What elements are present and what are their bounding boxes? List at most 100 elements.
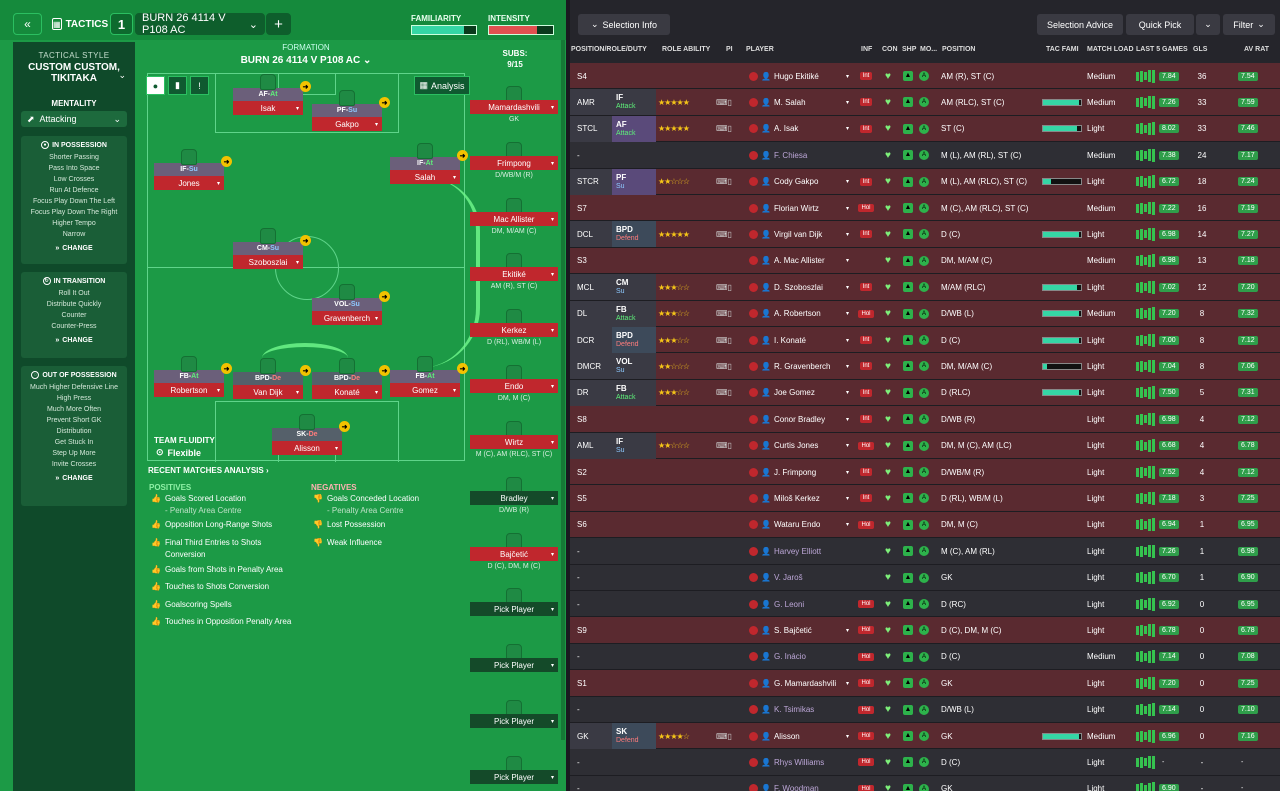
formation-slot[interactable]: BPD - De Van Dijk ▾ ➜ <box>233 358 311 399</box>
formation-slot[interactable]: FB - At Gomez ▾ ➜ <box>390 356 468 397</box>
slot-player-name[interactable]: Alisson ▾ <box>272 441 342 455</box>
quick-pick-dropdown[interactable]: ⌄ <box>1196 14 1220 35</box>
role-cell[interactable]: FB Attack <box>612 300 656 327</box>
role-cell[interactable]: IF Attack <box>612 89 656 116</box>
player-instructions-button[interactable]: ⌨▯ <box>716 361 732 371</box>
table-row[interactable]: - 👤 K. Tsimikas Hol ♥ ▲ A D/WB (L) Light 7.14 0 7.1… <box>570 696 1280 723</box>
formation-slot[interactable]: FB - At Robertson ▾ ➜ <box>154 356 232 397</box>
sub-card[interactable]: Bradley ▾ D/WB (R) <box>470 477 558 514</box>
header-match-load[interactable]: MATCH LOAD <box>1087 46 1134 53</box>
collapse-button[interactable]: « <box>13 13 42 35</box>
player-cell[interactable]: 👤 V. Jaroš <box>749 565 849 591</box>
player-cell[interactable]: 👤 F. Chiesa <box>749 142 849 168</box>
sub-name[interactable]: Mamardashvili ▾ <box>470 100 558 114</box>
role-cell[interactable]: IF Su <box>612 432 656 459</box>
player-cell[interactable]: 👤 Cody Gakpo ▾ <box>749 169 849 195</box>
sub-name[interactable]: Pick Player ▾ <box>470 714 558 728</box>
role-cell[interactable] <box>612 485 656 511</box>
table-row[interactable]: S1 👤 G. Mamardashvili ▾ Hol ♥ ▲ A GK Light 7.20 0 7.… <box>570 670 1280 697</box>
player-cell[interactable]: 👤 F. Woodman <box>749 776 849 791</box>
out-of-possession-change-button[interactable]: » CHANGE <box>21 475 127 482</box>
player-cell[interactable]: 👤 Curtis Jones ▾ <box>749 433 849 459</box>
player-cell[interactable]: 👤 Rhys Williams <box>749 749 849 775</box>
sub-card[interactable]: Pick Player ▾ <box>470 644 558 674</box>
sub-name[interactable]: Wirtz ▾ <box>470 435 558 449</box>
player-instructions-button[interactable]: ⌨▯ <box>716 731 732 741</box>
player-cell[interactable]: 👤 Hugo Ekitiké ▾ <box>749 63 849 89</box>
header-gls[interactable]: GLS <box>1193 46 1208 53</box>
player-cell[interactable]: 👤 Virgil van Dijk ▾ <box>749 221 849 247</box>
table-row[interactable]: S7 👤 Florian Wirtz ▾ Hol ♥ ▲ A M (C), AM (RLC), … <box>570 195 1280 222</box>
player-view-button[interactable]: ● <box>146 76 165 95</box>
table-row[interactable]: MCL CM Su ★★★☆☆ ⌨▯ 👤 D. Szoboszlai ▾ Int ♥ ▲ A M/AM … <box>570 274 1280 301</box>
formation-slot[interactable]: AF - At Isak ▾ ➜ <box>233 74 311 115</box>
selection-info-button[interactable]: ⌄ Selection Info <box>578 14 670 35</box>
slot-player-name[interactable]: Konaté ▾ <box>312 385 382 399</box>
analysis-button[interactable]: ▦ Analysis <box>414 76 470 95</box>
role-cell[interactable] <box>612 644 656 670</box>
player-instructions-button[interactable]: ⌨▯ <box>716 441 732 451</box>
add-tactic-button[interactable]: + <box>266 13 291 35</box>
table-row[interactable]: - 👤 F. Woodman Hol ♥ ▲ A GK Light 6.90 - - <box>570 775 1280 791</box>
player-cell[interactable]: 👤 Harvey Elliott <box>749 538 849 564</box>
sub-card[interactable]: Mac Allister ▾ DM, M/AM (C) <box>470 198 558 235</box>
table-row[interactable]: S3 👤 A. Mac Allister ▾ ♥ ▲ A DM, M/AM (C) Medium… <box>570 247 1280 275</box>
recent-matches-analysis-link[interactable]: RECENT MATCHES ANALYSIS › <box>148 466 269 475</box>
table-row[interactable]: DCR BPD Defend ★★★☆☆ ⌨▯ 👤 I. Konaté ▾ Int ♥ ▲ A D (C… <box>570 327 1280 354</box>
header-player[interactable]: PLAYER <box>746 46 774 53</box>
tactic-number[interactable]: 1 <box>110 13 133 35</box>
table-row[interactable]: AMR IF Attack ★★★★★ ⌨▯ 👤 M. Salah ▾ Int ♥ ▲ A AM (RL… <box>570 89 1280 116</box>
role-cell[interactable]: AF Attack <box>612 115 656 142</box>
table-row[interactable]: STCR PF Su ★★☆☆☆ ⌨▯ 👤 Cody Gakpo ▾ Int ♥ ▲ A M (L), … <box>570 168 1280 195</box>
tactical-style-selector[interactable]: TACTICAL STYLE CUSTOM CUSTOM, TIKITAKA ⌄ <box>13 42 135 94</box>
table-row[interactable]: DL FB Attack ★★★☆☆ ⌨▯ 👤 A. Robertson ▾ Hol ♥ ▲ A D/W… <box>570 300 1280 327</box>
player-cell[interactable]: 👤 G. Mamardashvili ▾ <box>749 670 849 696</box>
table-row[interactable]: S2 👤 J. Frimpong ▾ Int ♥ ▲ A D/WB/M (R) Light 7.52… <box>570 459 1280 486</box>
player-instructions-button[interactable]: ⌨▯ <box>716 97 732 107</box>
player-cell[interactable]: 👤 R. Gravenberch ▾ <box>749 353 849 379</box>
sub-name[interactable]: Ekitiké ▾ <box>470 267 558 281</box>
sub-name[interactable]: Mac Allister ▾ <box>470 212 558 226</box>
sub-name[interactable]: Frimpong ▾ <box>470 156 558 170</box>
header-mo[interactable]: MO... <box>920 46 938 53</box>
table-row[interactable]: GK SK Defend ★★★★☆ ⌨▯ 👤 Alisson ▾ Hol ♥ ▲ A GK Medium… <box>570 723 1280 750</box>
player-cell[interactable]: 👤 Conor Bradley ▾ <box>749 406 849 432</box>
formation-slot[interactable]: IF - At Salah ▾ ➜ <box>390 143 468 184</box>
sub-name[interactable]: Pick Player ▾ <box>470 770 558 784</box>
mentality-select[interactable]: ⬈ Attacking ⌄ <box>21 111 127 127</box>
slot-player-name[interactable]: Jones ▾ <box>154 176 224 190</box>
role-cell[interactable] <box>612 749 656 775</box>
table-row[interactable]: S4 👤 Hugo Ekitiké ▾ Int ♥ ▲ A AM (R), ST (C) Medi… <box>570 63 1280 90</box>
table-row[interactable]: - 👤 Rhys Williams Hol ♥ ▲ A D (C) Light - - - <box>570 749 1280 776</box>
player-cell[interactable]: 👤 G. Inácio <box>749 644 849 670</box>
filter-button[interactable]: Filter ⌄ <box>1223 14 1275 35</box>
role-cell[interactable] <box>612 195 656 221</box>
player-cell[interactable]: 👤 Wataru Endo ▾ <box>749 512 849 538</box>
table-row[interactable]: STCL AF Attack ★★★★★ ⌨▯ 👤 A. Isak ▾ Int ♥ ▲ A ST (C)… <box>570 115 1280 143</box>
player-instructions-button[interactable]: ⌨▯ <box>716 177 732 187</box>
sub-card[interactable]: Kerkez ▾ D (RL), WB/M (L) <box>470 309 558 346</box>
player-cell[interactable]: 👤 Joe Gomez ▾ <box>749 380 849 406</box>
player-cell[interactable]: 👤 A. Mac Allister ▾ <box>749 248 849 274</box>
header-con[interactable]: CON <box>882 46 898 53</box>
sub-name[interactable]: Bradley ▾ <box>470 491 558 505</box>
header-last-5-games[interactable]: LAST 5 GAMES <box>1136 46 1188 53</box>
sub-card[interactable]: Pick Player ▾ <box>470 588 558 618</box>
role-cell[interactable] <box>612 512 656 538</box>
player-cell[interactable]: 👤 J. Frimpong ▾ <box>749 459 849 485</box>
table-row[interactable]: S8 👤 Conor Bradley ▾ Int ♥ ▲ A D/WB (R) Light 6.98… <box>570 406 1280 433</box>
table-row[interactable]: DR FB Attack ★★★☆☆ ⌨▯ 👤 Joe Gomez ▾ Int ♥ ▲ A D (RLC… <box>570 379 1280 407</box>
role-cell[interactable]: CM Su <box>612 274 656 301</box>
table-row[interactable]: - 👤 F. Chiesa ♥ ▲ A M (L), AM (RL), ST (C) Medi… <box>570 142 1280 169</box>
header-role-ability[interactable]: ROLE ABILITY <box>662 46 711 53</box>
player-cell[interactable]: 👤 A. Isak ▾ <box>749 116 849 142</box>
sub-card[interactable]: Frimpong ▾ D/WB/M (R) <box>470 142 558 179</box>
in-transition-change-button[interactable]: » CHANGE <box>21 337 127 344</box>
table-row[interactable]: S6 👤 Wataru Endo ▾ Hol ♥ ▲ A DM, M (C) Light 6.94 1… <box>570 511 1280 539</box>
role-cell[interactable] <box>612 670 656 696</box>
slot-player-name[interactable]: Szoboszlai ▾ <box>233 255 303 269</box>
role-cell[interactable] <box>612 617 656 643</box>
sub-card[interactable]: Pick Player ▾ <box>470 700 558 730</box>
table-row[interactable]: S5 👤 Miloš Kerkez ▾ Int ♥ ▲ A D (RL), WB/M (L) Li… <box>570 485 1280 512</box>
table-row[interactable]: - 👤 Harvey Elliott ♥ ▲ A M (C), AM (RL) Light 7.… <box>570 538 1280 565</box>
